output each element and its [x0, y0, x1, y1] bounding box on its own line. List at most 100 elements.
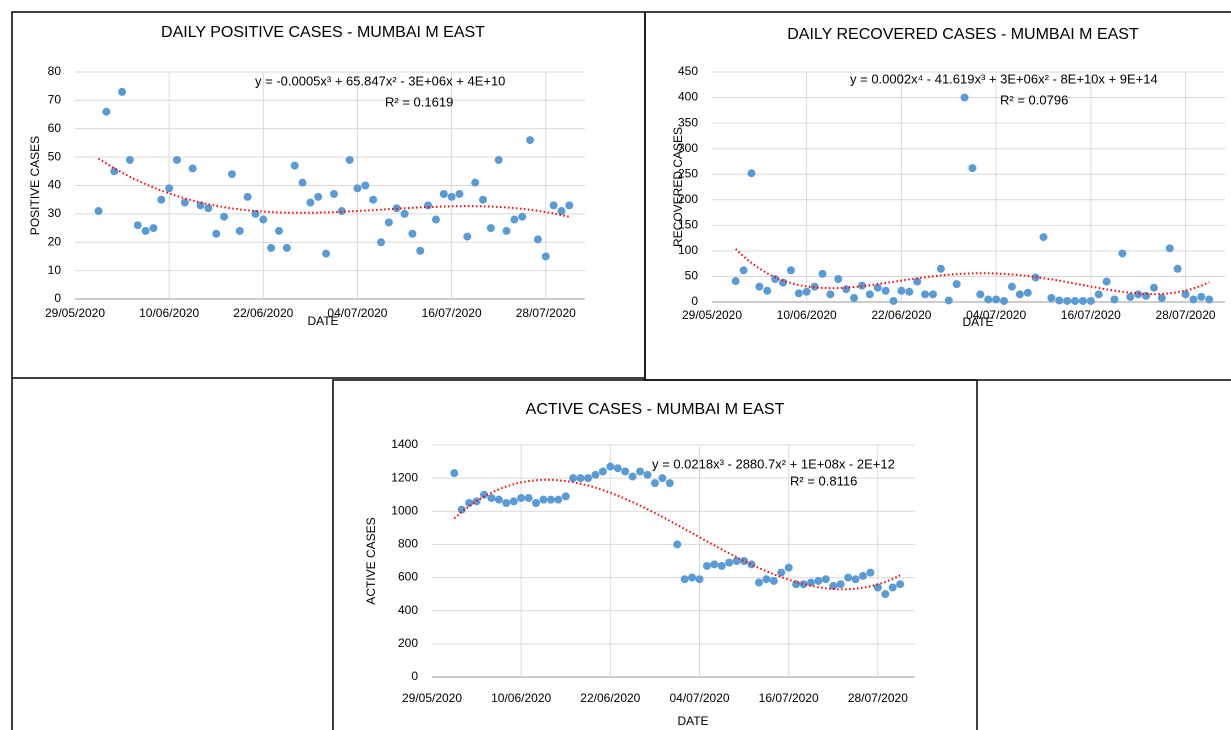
x-tick-label: 29/05/2020 — [45, 306, 105, 320]
data-point — [1047, 293, 1056, 302]
x-tick-label: 29/05/2020 — [682, 308, 742, 322]
x-tick-label: 10/06/2020 — [777, 308, 837, 322]
y-tick-label: 350 — [678, 115, 698, 129]
x-tick-label: 16/07/2020 — [422, 306, 482, 320]
y-tick-label: 200 — [678, 192, 698, 206]
x-tick-label: 28/07/2020 — [848, 691, 908, 705]
x-axis-title: DATE — [677, 714, 708, 728]
y-tick-label: 1200 — [391, 470, 418, 484]
data-point — [680, 575, 689, 584]
data-point — [818, 269, 827, 278]
data-point — [834, 275, 843, 283]
trendline — [734, 248, 1210, 296]
data-point — [431, 215, 440, 224]
data-point — [1063, 296, 1072, 305]
data-point — [842, 285, 851, 294]
data-point — [976, 290, 985, 299]
data-point — [717, 561, 726, 570]
data-point — [779, 278, 788, 287]
data-point — [561, 492, 570, 501]
data-point — [1181, 290, 1190, 299]
data-point — [1149, 283, 1158, 292]
data-point — [180, 198, 189, 207]
trendline-equation: y = 0.0002x⁴ - 41.619x³ + 3E+06x² - 8E+1… — [850, 71, 1158, 86]
y-tick-label: 1000 — [391, 503, 418, 517]
data-point — [851, 575, 860, 584]
data-point — [517, 494, 526, 503]
data-point — [888, 583, 897, 592]
y-tick-label: 100 — [678, 243, 698, 257]
trendline-equation: y = -0.0005x³ + 65.847x² - 3E+06x + 4E+1… — [255, 73, 505, 88]
data-point — [826, 290, 835, 299]
data-point — [984, 295, 993, 304]
data-point — [345, 155, 354, 164]
data-point — [479, 195, 487, 204]
data-point — [439, 190, 448, 199]
data-point — [533, 235, 542, 244]
data-point — [557, 207, 566, 216]
data-point — [710, 560, 719, 569]
data-point — [526, 136, 535, 145]
data-point — [1197, 292, 1206, 301]
trendline-r-squared: R² = 0.0796 — [1000, 92, 1068, 107]
y-tick-label: 30 — [48, 206, 62, 220]
data-point — [814, 576, 823, 585]
data-point — [810, 282, 819, 291]
data-point — [936, 264, 945, 273]
data-point — [102, 107, 111, 116]
y-axis-title: RECOVERED CASES — [671, 127, 685, 247]
data-point — [1110, 295, 1119, 304]
data-point — [777, 568, 786, 577]
data-point — [1165, 244, 1174, 253]
data-point — [844, 573, 853, 582]
data-point — [259, 215, 268, 224]
data-point — [695, 575, 704, 584]
data-point — [377, 238, 385, 247]
y-tick-label: 50 — [685, 269, 699, 283]
data-point — [480, 490, 489, 499]
data-point — [873, 283, 882, 292]
data-point — [769, 576, 778, 585]
data-point — [821, 575, 830, 584]
x-tick-label: 16/07/2020 — [1061, 308, 1121, 322]
data-point — [569, 474, 578, 483]
data-point — [802, 287, 811, 296]
data-point — [725, 558, 734, 567]
data-point — [549, 201, 558, 210]
data-point — [889, 296, 898, 305]
data-point — [212, 229, 221, 238]
data-point — [763, 286, 772, 295]
data-point — [455, 190, 464, 199]
data-point — [731, 277, 740, 286]
data-point — [487, 494, 496, 503]
data-point — [913, 277, 922, 286]
data-point — [110, 167, 119, 176]
data-point — [1071, 296, 1080, 305]
x-tick-label: 22/06/2020 — [233, 306, 293, 320]
data-point — [1157, 293, 1166, 302]
data-point — [539, 495, 548, 504]
data-point — [740, 557, 749, 565]
data-point — [447, 192, 456, 201]
data-point — [928, 290, 937, 299]
data-point — [591, 470, 600, 479]
data-point — [118, 87, 127, 96]
y-axis-title: POSITIVE CASES — [28, 136, 42, 235]
data-point — [486, 224, 495, 233]
data-point — [968, 164, 977, 173]
data-point — [1102, 277, 1111, 286]
data-point — [673, 540, 682, 549]
panel-frame — [332, 379, 978, 730]
y-axis-title: ACTIVE CASES — [364, 517, 378, 604]
data-point — [1086, 296, 1095, 305]
data-point — [643, 470, 652, 479]
data-point — [762, 575, 771, 584]
data-point — [992, 295, 1001, 304]
chart-title: DAILY POSITIVE CASES - MUMBAI M EAST — [161, 24, 485, 41]
trendline-equation: y = 0.0218x³ - 2880.7x² + 1E+08x - 2E+12 — [652, 456, 895, 471]
data-point — [1039, 233, 1048, 242]
y-tick-label: 1400 — [391, 437, 418, 451]
data-point — [1007, 282, 1016, 291]
data-point — [227, 170, 236, 179]
